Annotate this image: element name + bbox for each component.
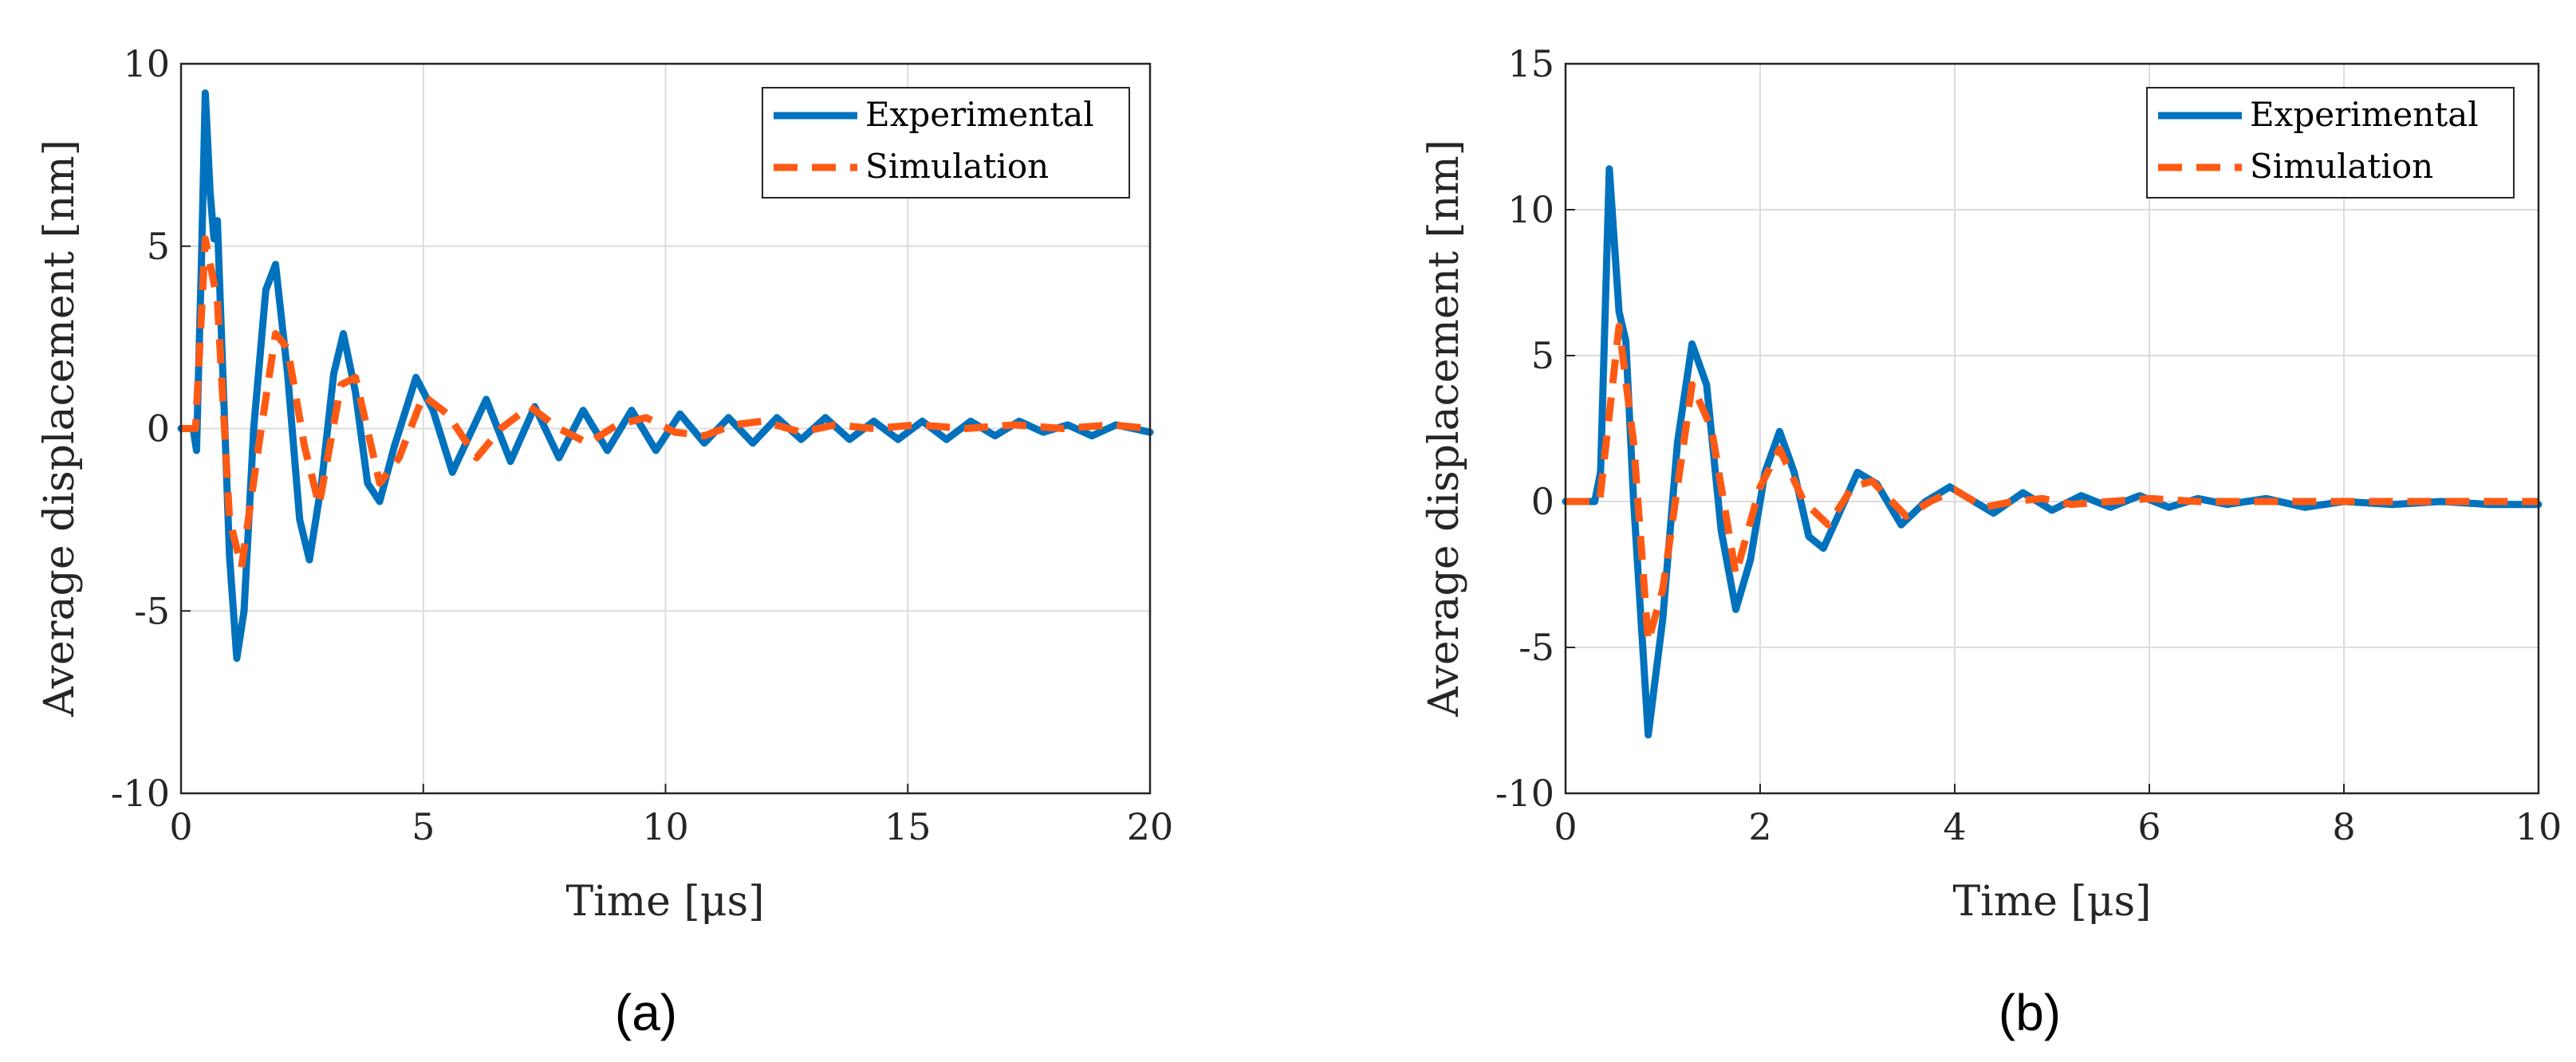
caption-a: (a): [615, 984, 677, 1041]
legend-label-experimental-a: Experimental: [865, 95, 1094, 134]
xtick-label-a-1: 5: [412, 805, 435, 848]
legend-box-b: [2146, 87, 2515, 199]
legend-a: Experimental Simulation: [762, 87, 1130, 199]
xtick-label-b-5: 10: [2515, 805, 2562, 848]
legend-box-a: [762, 87, 1130, 199]
xtick-label-b-0: 0: [1554, 805, 1577, 848]
ytick-label-b-2: 0: [1531, 480, 1554, 523]
ytick-label-a-4: 10: [123, 42, 170, 85]
ytick-label-b-4: 10: [1507, 188, 1554, 231]
ylabel-b: Average displacement [nm]: [1420, 140, 1468, 718]
xlabel-b: Time [μs]: [1953, 878, 2152, 926]
caption-b: (b): [1999, 984, 2061, 1041]
legend-label-simulation-a: Simulation: [865, 147, 1049, 186]
yticklabels-b: -10 -5 0 5 10 15: [1495, 42, 1554, 815]
ytick-label-a-0: -10: [111, 772, 170, 815]
panel-a: -10 -5 0 5 10 0 5 10 15 20 Time [μs] Average dis…: [36, 42, 1173, 1041]
axes-frame-b: [1564, 62, 2540, 795]
xtick-label-b-1: 2: [1748, 805, 1771, 848]
ytick-label-a-3: 5: [147, 225, 170, 268]
experimental-series-line-a: [177, 89, 1154, 663]
xtick-label-a-3: 15: [884, 805, 932, 848]
series-group-a: [177, 89, 1154, 663]
ytick-label-b-3: 5: [1531, 334, 1554, 377]
ytick-label-a-2: 0: [147, 407, 170, 450]
xticklabels-b: 0 2 4 6 8 10: [1554, 805, 2562, 848]
xtick-label-b-4: 8: [2332, 805, 2355, 848]
yticklabels-a: -10 -5 0 5 10: [111, 42, 170, 815]
panel-b: -10 -5 0 5 10 15 0 2 4 6 8 10 Time [μs] Average di…: [1420, 42, 2562, 1041]
xtick-label-a-2: 10: [642, 805, 689, 848]
legend-label-experimental-b: Experimental: [2250, 95, 2479, 134]
legend-label-simulation-b: Simulation: [2250, 147, 2433, 186]
series-group-b: [1562, 165, 2543, 739]
xtick-label-b-2: 4: [1943, 805, 1966, 848]
xticklabels-a: 0 5 10 15 20: [169, 805, 1173, 848]
axes-frame-a: [179, 62, 1152, 795]
simulation-series-line-a: [181, 235, 1151, 571]
ylabel-a: Average displacement [nm]: [36, 140, 84, 718]
xlabel-a: Time [μs]: [566, 878, 765, 926]
ytick-label-a-1: -5: [134, 589, 170, 632]
legend-b: Experimental Simulation: [2146, 87, 2515, 199]
ytick-label-b-5: 15: [1507, 42, 1554, 85]
xtick-label-a-0: 0: [169, 805, 192, 848]
ytick-label-b-0: -10: [1495, 772, 1554, 815]
xtick-label-a-4: 20: [1127, 805, 1174, 848]
ytick-label-b-1: -5: [1518, 626, 1554, 669]
xtick-label-b-3: 6: [2137, 805, 2160, 848]
